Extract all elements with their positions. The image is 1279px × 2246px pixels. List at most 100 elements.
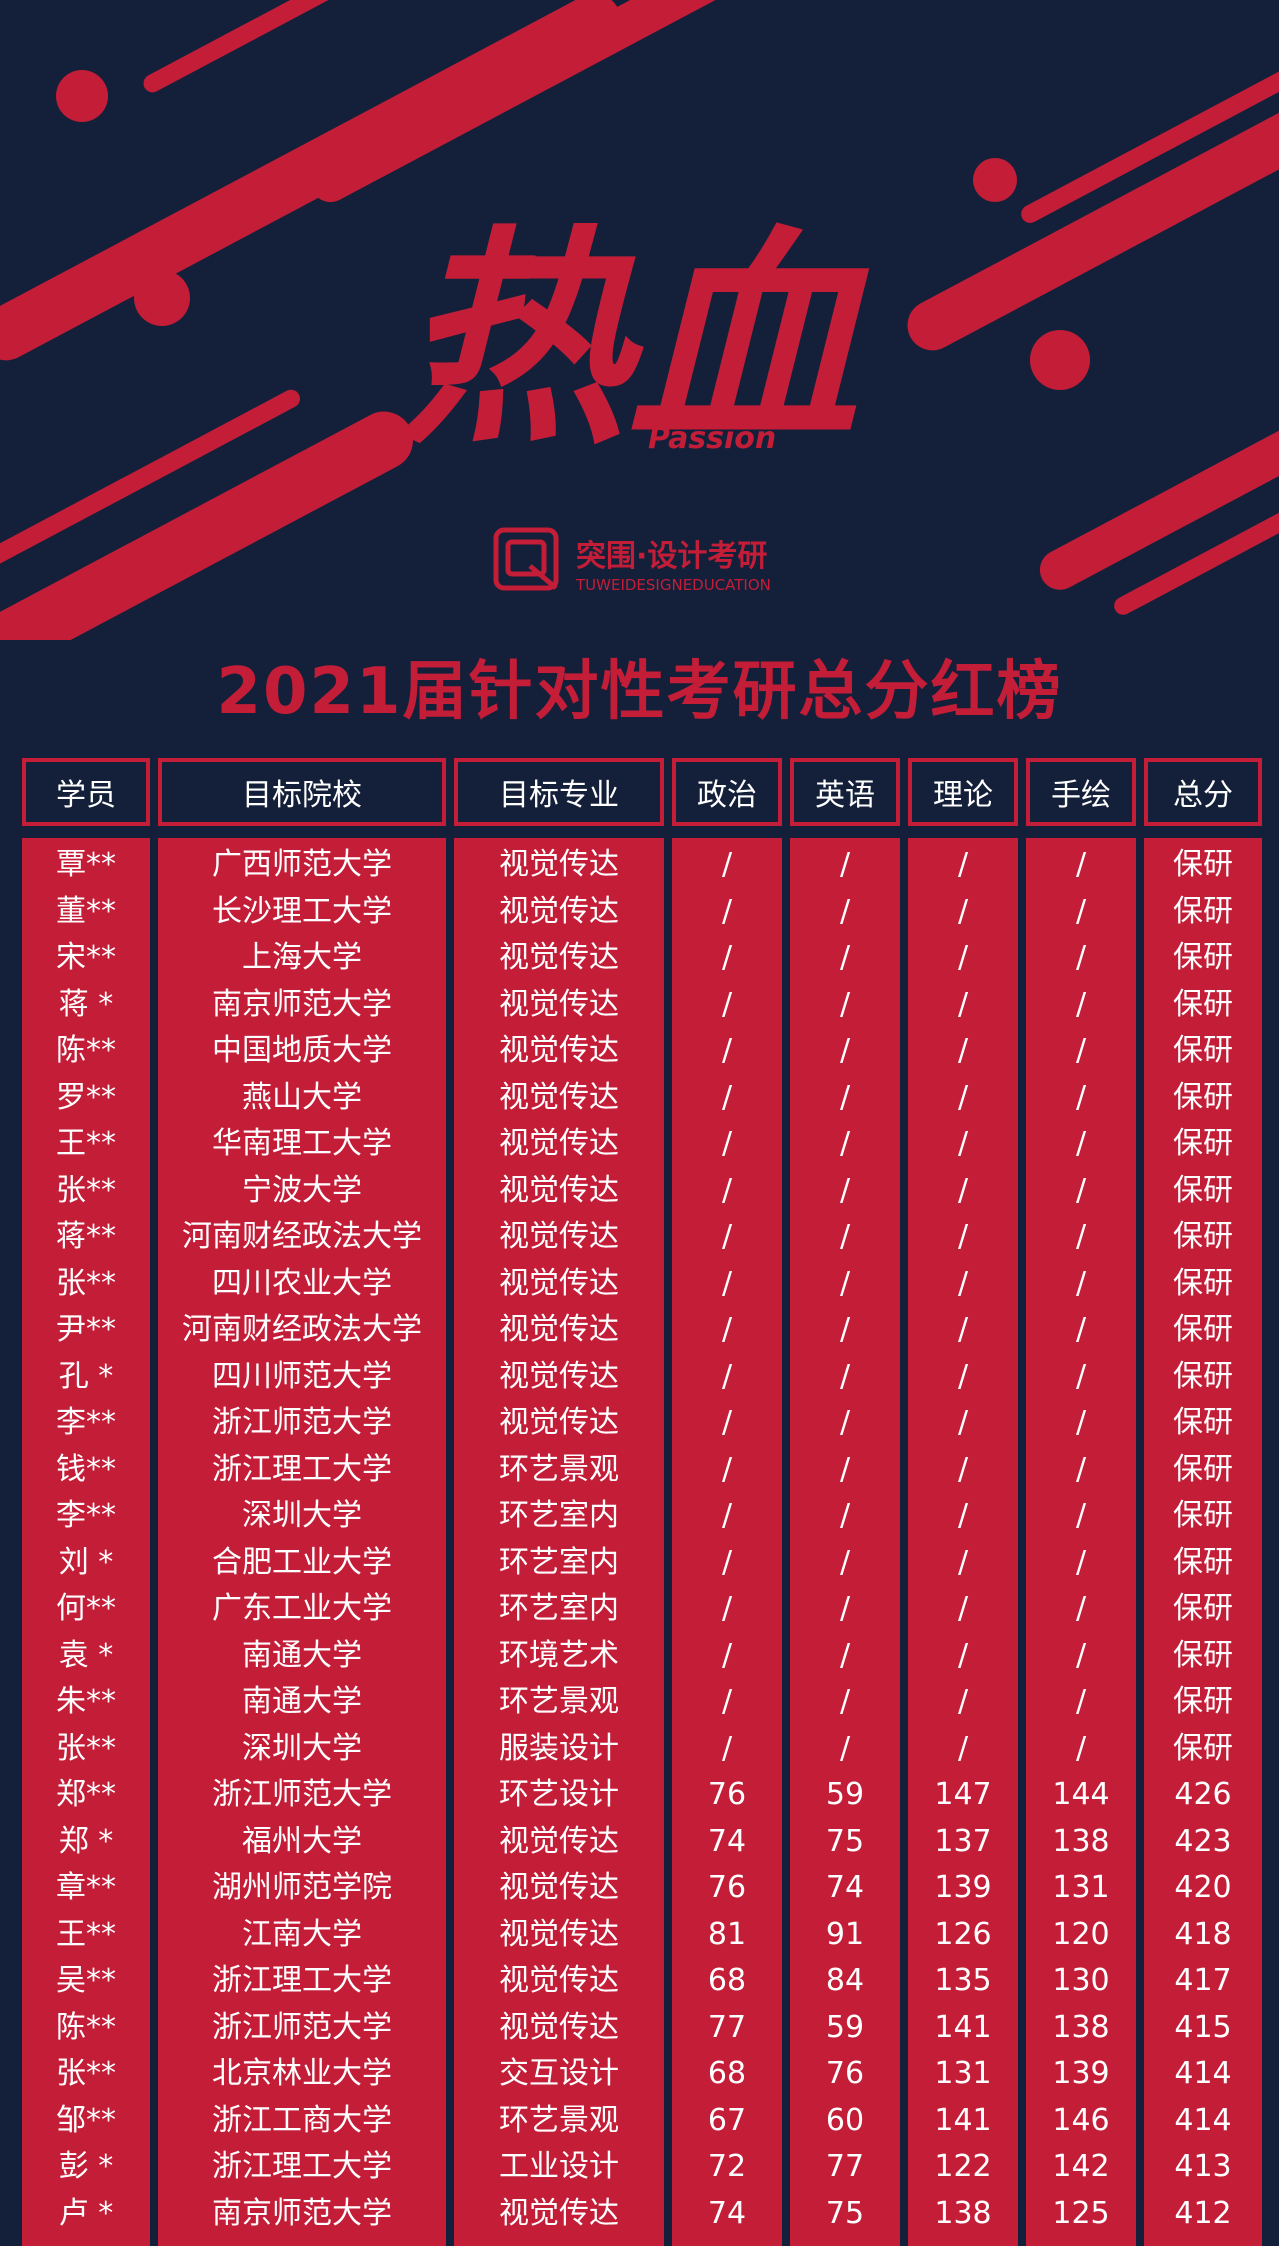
table-cell: 75	[825, 1823, 865, 1859]
table-cell: /	[957, 1637, 969, 1673]
table-cell: 保研	[1173, 1079, 1233, 1115]
table-cell: /	[839, 1358, 851, 1394]
table-cell: 76	[825, 2056, 865, 2091]
table-cell: /	[1075, 1451, 1087, 1487]
table-cell: /	[957, 1358, 969, 1394]
table-cell: /	[721, 986, 733, 1022]
table-cell: 423	[1174, 1823, 1232, 1859]
table-cell: 77	[707, 2009, 747, 2045]
table-cell: /	[721, 1498, 733, 1533]
table-row: 卢 * 南京师范大学 视觉传达 74 75 138 125 412	[0, 2191, 1279, 2238]
table-cell: 413	[1174, 2149, 1232, 2184]
table-cell: /	[839, 1684, 851, 1719]
table-cell: /	[721, 1126, 733, 1161]
table-row: 何** 广东工业大学 环艺室内 / / / / 保研	[0, 1586, 1279, 1633]
table-cell: /	[1075, 1219, 1087, 1254]
table-cell: 张**	[56, 2056, 116, 2091]
table-cell: /	[957, 986, 969, 1022]
table-cell: /	[839, 1451, 851, 1487]
table-cell: /	[721, 1451, 733, 1487]
column-background	[454, 838, 664, 2246]
table-cell: 138	[934, 2195, 992, 2231]
column-background	[1144, 838, 1262, 2246]
table-cell: 环艺室内	[499, 1544, 619, 1580]
table-row: 张** 北京林业大学 交互设计 68 76 131 139 414	[0, 2051, 1279, 2098]
table-cell: /	[721, 1079, 733, 1115]
table-cell: 视觉传达	[499, 1172, 619, 1208]
table-cell: 保研	[1173, 1219, 1233, 1254]
table-cell: 河南财经政法大学	[182, 1219, 422, 1254]
table-cell: 74	[707, 2195, 747, 2231]
table-cell: /	[957, 1730, 969, 1766]
table-cell: /	[1075, 986, 1087, 1022]
table-cell: 视觉传达	[499, 1033, 619, 1068]
table-cell: /	[721, 1265, 733, 1301]
table-cell: 保研	[1173, 1451, 1233, 1487]
column-header: 总分	[1144, 758, 1262, 826]
table-cell: 广西师范大学	[212, 847, 392, 882]
table-row: 覃** 广西师范大学 视觉传达 / / / / 保研	[0, 842, 1279, 889]
table-cell: /	[957, 1591, 969, 1626]
table-row: 张** 深圳大学 服装设计 / / / / 保研	[0, 1726, 1279, 1773]
table-cell: /	[957, 1405, 969, 1440]
table-cell: 上海大学	[242, 940, 362, 975]
table-cell: 工业设计	[499, 2149, 619, 2184]
table-cell: 彭 *	[58, 2149, 114, 2184]
table-row: 张** 宁波大学 视觉传达 / / / / 保研	[0, 1168, 1279, 1215]
table-cell: /	[957, 1498, 969, 1533]
table-cell: 郑**	[56, 1777, 116, 1812]
table-cell: /	[721, 1312, 733, 1347]
table-cell: 131	[1052, 1870, 1110, 1905]
table-cell: 蒋**	[56, 1219, 116, 1254]
table-row: 郑 * 福州大学 视觉传达 74 75 137 138 423	[0, 1819, 1279, 1866]
table-cell: 北京林业大学	[212, 2056, 392, 2091]
table-cell: /	[1075, 1033, 1087, 1068]
table-cell: /	[721, 1684, 733, 1719]
table-cell: 深圳大学	[242, 1498, 362, 1533]
table-cell: /	[1075, 1358, 1087, 1394]
table-cell: 吴**	[56, 1963, 116, 1998]
table-cell: 保研	[1173, 986, 1233, 1022]
table-cell: 保研	[1173, 1684, 1233, 1719]
table-cell: 华南理工大学	[212, 1126, 392, 1161]
table-row: 王** 江南大学 视觉传达 81 91 126 120 418	[0, 1912, 1279, 1959]
table-cell: 146	[1052, 2102, 1110, 2138]
table-cell: 138	[1052, 2009, 1110, 2045]
table-cell: 418	[1174, 1916, 1232, 1952]
table-cell: /	[839, 986, 851, 1022]
table-cell: 蒋 *	[58, 986, 114, 1022]
table-cell: /	[839, 1219, 851, 1254]
table-cell: /	[1075, 1265, 1087, 1301]
table-row: 李** 浙江师范大学 视觉传达 / / / / 保研	[0, 1400, 1279, 1447]
table-cell: /	[839, 1033, 851, 1068]
column-background	[790, 838, 900, 2246]
table-cell: 视觉传达	[499, 893, 619, 929]
table-cell: 宁波大学	[242, 1172, 362, 1208]
table-cell: /	[721, 1358, 733, 1394]
table-cell: 长沙理工大学	[212, 893, 392, 929]
column-header: 英语	[790, 758, 900, 826]
table-cell: /	[1075, 1730, 1087, 1766]
decorative-stripes	[0, 0, 1279, 640]
table-cell: 74	[707, 1823, 747, 1859]
table-row: 宋** 上海大学 视觉传达 / / / / 保研	[0, 935, 1279, 982]
table-cell: 陈**	[56, 2009, 116, 2045]
table-cell: 李**	[56, 1405, 116, 1440]
table-cell: 保研	[1173, 847, 1233, 882]
table-row: 袁 * 南通大学 环境艺术 / / / / 保研	[0, 1633, 1279, 1680]
column-background	[908, 838, 1018, 2246]
table-cell: 139	[934, 1870, 992, 1905]
table-cell: /	[839, 940, 851, 975]
column-header: 学员	[22, 758, 150, 826]
table-cell: 81	[707, 1916, 747, 1952]
table-cell: 章**	[56, 1870, 116, 1905]
table-cell: 环艺景观	[499, 1451, 619, 1487]
brand-name: 突围·设计考研	[576, 539, 767, 574]
table-cell: 131	[934, 2056, 992, 2091]
table-cell: 144	[1052, 1777, 1110, 1812]
table-cell: 浙江理工大学	[212, 2149, 392, 2184]
table-cell: 保研	[1173, 1637, 1233, 1673]
table-cell: 138	[1052, 1823, 1110, 1859]
column-header: 理论	[908, 758, 1018, 826]
table-cell: /	[1075, 1172, 1087, 1208]
